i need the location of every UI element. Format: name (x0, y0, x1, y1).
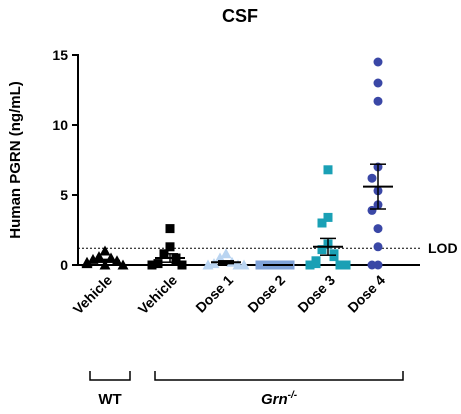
data-point (165, 242, 175, 252)
x-tick-label: Dose 4 (344, 272, 388, 316)
data-point (202, 259, 214, 270)
data-point (99, 259, 111, 270)
data-point (214, 252, 226, 263)
y-tick-label: 10 (52, 117, 68, 133)
data-point (367, 173, 377, 183)
genotype-label: WT (98, 391, 121, 408)
genotype-name: WT (98, 391, 121, 408)
data-point (317, 218, 327, 228)
data-point (341, 260, 351, 270)
data-point (117, 259, 129, 270)
chart-title: CSF (222, 6, 258, 26)
data-point (373, 57, 383, 67)
data-point (367, 205, 377, 215)
genotype-name: Grn (261, 391, 288, 408)
data-point (171, 256, 181, 266)
data-point (99, 245, 111, 256)
y-tick-label: 0 (60, 257, 68, 273)
data-point (153, 259, 163, 269)
genotype-superscript: -/- (288, 390, 298, 401)
data-point (373, 78, 383, 88)
data-point (373, 242, 383, 252)
data-point (335, 260, 345, 270)
data-point (220, 248, 232, 259)
data-point (373, 96, 383, 106)
data-point (311, 259, 321, 269)
data-point (255, 260, 265, 270)
data-point (93, 251, 105, 262)
x-tick-label: Vehicle (70, 272, 116, 318)
data-point (323, 212, 333, 222)
y-axis-label: Human PGRN (ng/mL) (7, 81, 24, 239)
genotype-label: Grn-/- (261, 390, 298, 408)
x-tick-label: Vehicle (135, 272, 181, 318)
y-tick-label: 5 (60, 187, 68, 203)
data-point (329, 252, 339, 262)
data-point (81, 258, 93, 269)
x-tick-label: Dose 3 (294, 272, 338, 316)
data-point (238, 259, 250, 270)
data-point (177, 260, 187, 270)
x-tick-label: Dose 2 (244, 272, 288, 316)
x-tick-label: Dose 1 (192, 272, 236, 316)
data-point (373, 224, 383, 234)
data-point (323, 165, 333, 175)
bracket (89, 371, 131, 381)
data-point (367, 260, 377, 270)
bracket (154, 371, 404, 381)
reference-label: LOD (428, 240, 458, 256)
data-point (305, 260, 315, 270)
data-point (147, 260, 157, 270)
y-tick-label: 15 (52, 47, 68, 63)
data-point (165, 224, 175, 234)
data-point (317, 245, 327, 255)
